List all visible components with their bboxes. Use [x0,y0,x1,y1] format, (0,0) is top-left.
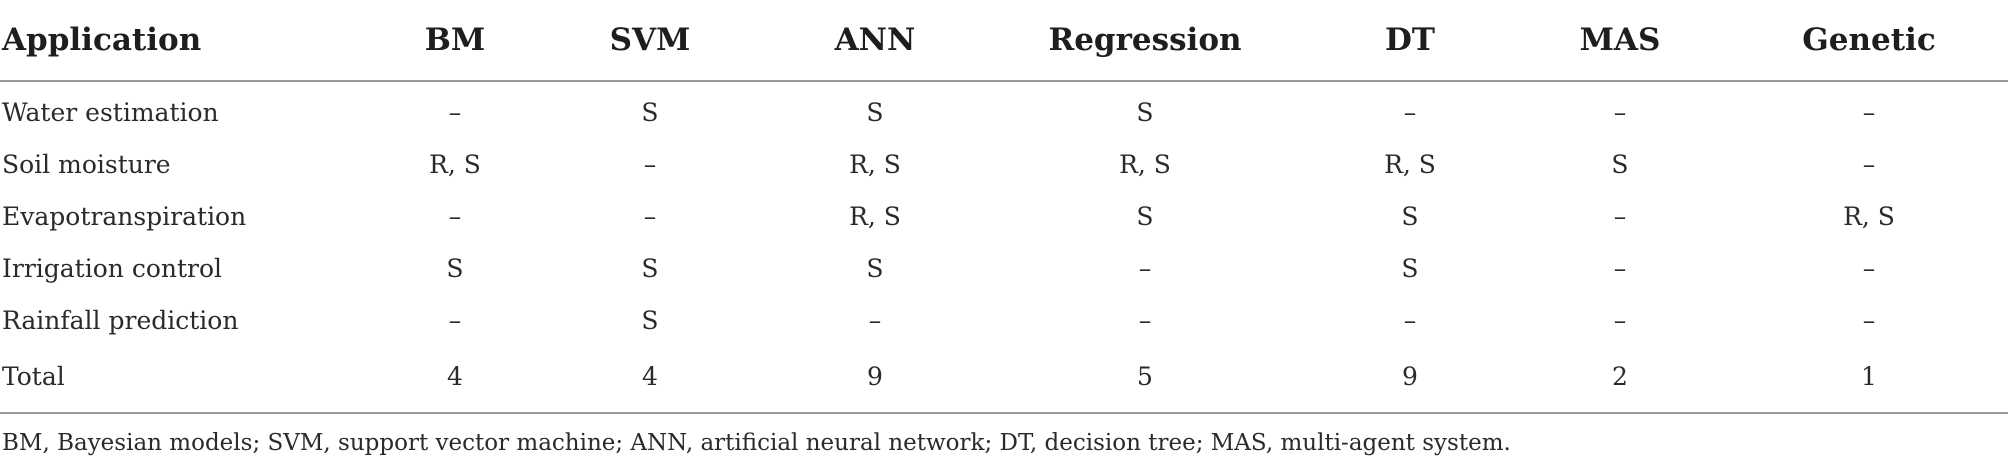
table-cell: R, S [849,149,901,179]
row-label: Total [0,346,380,414]
header-dt: DT [1310,0,1510,82]
table-cell: – [1862,97,1876,127]
table-cell: S [866,253,884,283]
header-row: Application BM SVM ANN Regression DT MAS… [0,0,2008,82]
row-label: Irrigation control [2,253,223,283]
table-body: Water estimation – S S S – – – Soil mois… [0,81,2008,414]
table-cell: R, S [1119,149,1171,179]
table-cell: 2 [1510,346,1730,414]
table-cell: R, S [429,149,481,179]
table-row-total: Total 4 4 9 5 9 2 1 [0,346,2008,414]
table-row: Water estimation – S S S – – – [0,81,2008,138]
data-table-container: Application BM SVM ANN Regression DT MAS… [0,0,2008,414]
row-label: Rainfall prediction [2,305,239,335]
table-header: Application BM SVM ANN Regression DT MAS… [0,0,2008,82]
table-cell: – [1138,253,1152,283]
table-cell: R, S [849,201,901,231]
table-cell: – [448,305,462,335]
table-cell: – [1862,149,1876,179]
table-cell: S [1401,253,1419,283]
table-cell: – [1613,97,1627,127]
table-cell: S [1611,149,1629,179]
table-row: Irrigation control S S S – S – – [0,242,2008,294]
table-cell: 5 [980,346,1310,414]
header-ann: ANN [770,0,980,82]
table-cell: 9 [1310,346,1510,414]
table-row: Evapotranspiration – – R, S S S – R, S [0,190,2008,242]
table-cell: – [1613,305,1627,335]
table-cell: S [641,97,659,127]
row-label: Water estimation [2,97,219,127]
table-row: Soil moisture R, S – R, S R, S R, S S – [0,138,2008,190]
row-label: Evapotranspiration [2,201,247,231]
table-cell: R, S [1843,201,1895,231]
application-methods-table: Application BM SVM ANN Regression DT MAS… [0,0,2008,414]
header-mas: MAS [1510,0,1730,82]
table-cell: – [448,97,462,127]
table-cell: 9 [770,346,980,414]
row-label: Soil moisture [2,149,171,179]
table-cell: – [643,201,657,231]
table-cell: 4 [530,346,770,414]
table-footnote: BM, Bayesian models; SVM, support vector… [2,430,1511,456]
table-cell: S [446,253,464,283]
table-cell: 1 [1730,346,2008,414]
table-cell: S [1401,201,1419,231]
header-svm: SVM [530,0,770,82]
header-bm: BM [380,0,530,82]
table-cell: S [1136,201,1154,231]
table-cell: – [1403,97,1417,127]
header-genetic: Genetic [1730,0,2008,82]
table-cell: – [868,305,882,335]
table-cell: – [1862,253,1876,283]
table-row: Rainfall prediction – S – – – – – [0,294,2008,346]
table-cell: – [1613,201,1627,231]
table-cell: – [1403,305,1417,335]
table-cell: S [641,305,659,335]
header-regression: Regression [980,0,1310,82]
table-cell: – [1138,305,1152,335]
table-cell: – [643,149,657,179]
table-cell: – [448,201,462,231]
header-application: Application [0,0,380,82]
table-cell: – [1613,253,1627,283]
table-cell: S [1136,97,1154,127]
table-cell: R, S [1384,149,1436,179]
table-cell: – [1862,305,1876,335]
table-cell: 4 [380,346,530,414]
table-cell: S [866,97,884,127]
table-cell: S [641,253,659,283]
